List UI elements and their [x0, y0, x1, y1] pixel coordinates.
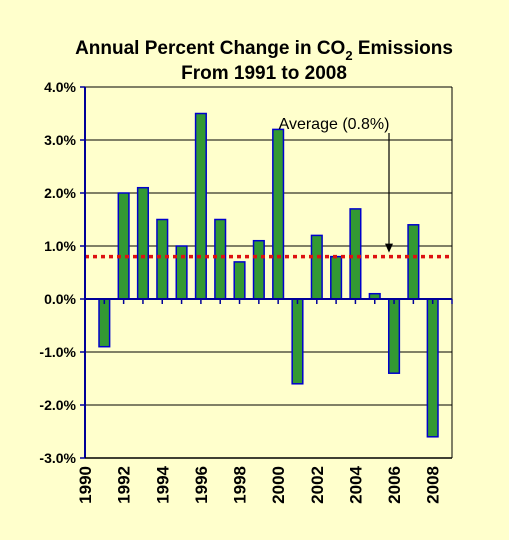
- chart-title: Annual Percent Change in CO2 Emissions: [75, 38, 453, 63]
- bar-2000: [272, 128, 285, 300]
- average-arrow-head: [385, 243, 393, 253]
- x-tick-label: 1996: [192, 466, 211, 504]
- bar-1995: [175, 245, 188, 300]
- y-tick-label: -1.0%: [39, 344, 76, 360]
- y-tick-label: -3.0%: [39, 450, 76, 466]
- chart-title-tail: Emissions: [353, 38, 453, 59]
- bar-1992: [117, 192, 130, 300]
- x-tick-label: 1998: [231, 466, 250, 504]
- average-group: Average (0.8%): [85, 116, 452, 259]
- x-tick-label: 2006: [385, 466, 404, 504]
- bar-1994: [156, 218, 169, 300]
- x-tick-label: 2008: [424, 466, 443, 504]
- bars: [98, 112, 439, 438]
- bar-1997: [214, 218, 227, 300]
- bar-1991: [98, 298, 111, 348]
- bar-1999: [252, 239, 265, 300]
- y-tick-label: 4.0%: [44, 79, 76, 95]
- bar-1996: [194, 112, 207, 300]
- bar-2004: [349, 208, 362, 300]
- chart-title-line2: From 1991 to 2008: [181, 63, 347, 84]
- chart-title-subscript: 2: [345, 48, 352, 63]
- bar-2002: [310, 234, 323, 300]
- y-tick-label: 0.0%: [44, 291, 76, 307]
- x-tick-labels: 1990 1992 1994 1996 1998 2000 2002 2004 2006 2008: [76, 465, 443, 503]
- bar-2001: [291, 298, 304, 385]
- bar-2006: [387, 298, 401, 374]
- x-tick-label: 1990: [76, 466, 95, 504]
- y-tick-label: 2.0%: [44, 185, 76, 201]
- y-tick-labels: -3.0% -2.0% -1.0% 0.0% 1.0% 2.0% 3.0% 4.0%: [39, 79, 76, 466]
- y-tick-label: 3.0%: [44, 132, 76, 148]
- bar-2003: [330, 255, 343, 300]
- x-tick-label: 2004: [346, 465, 365, 503]
- y-tick-label: -2.0%: [39, 397, 76, 413]
- bar-2008: [426, 298, 439, 438]
- axes: [80, 86, 453, 459]
- x-tick-label: 1992: [115, 466, 134, 504]
- x-tick-label: 1994: [153, 465, 172, 503]
- bar-2007: [407, 224, 420, 300]
- bar-1993: [136, 186, 150, 300]
- y-tick-label: 1.0%: [44, 238, 76, 254]
- bar-1998: [233, 261, 246, 300]
- average-label: Average (0.8%): [279, 116, 390, 133]
- x-tick-label: 2000: [269, 466, 288, 504]
- chart-title-main: Annual Percent Change in CO: [75, 38, 345, 59]
- x-tick-label: 2002: [308, 466, 327, 504]
